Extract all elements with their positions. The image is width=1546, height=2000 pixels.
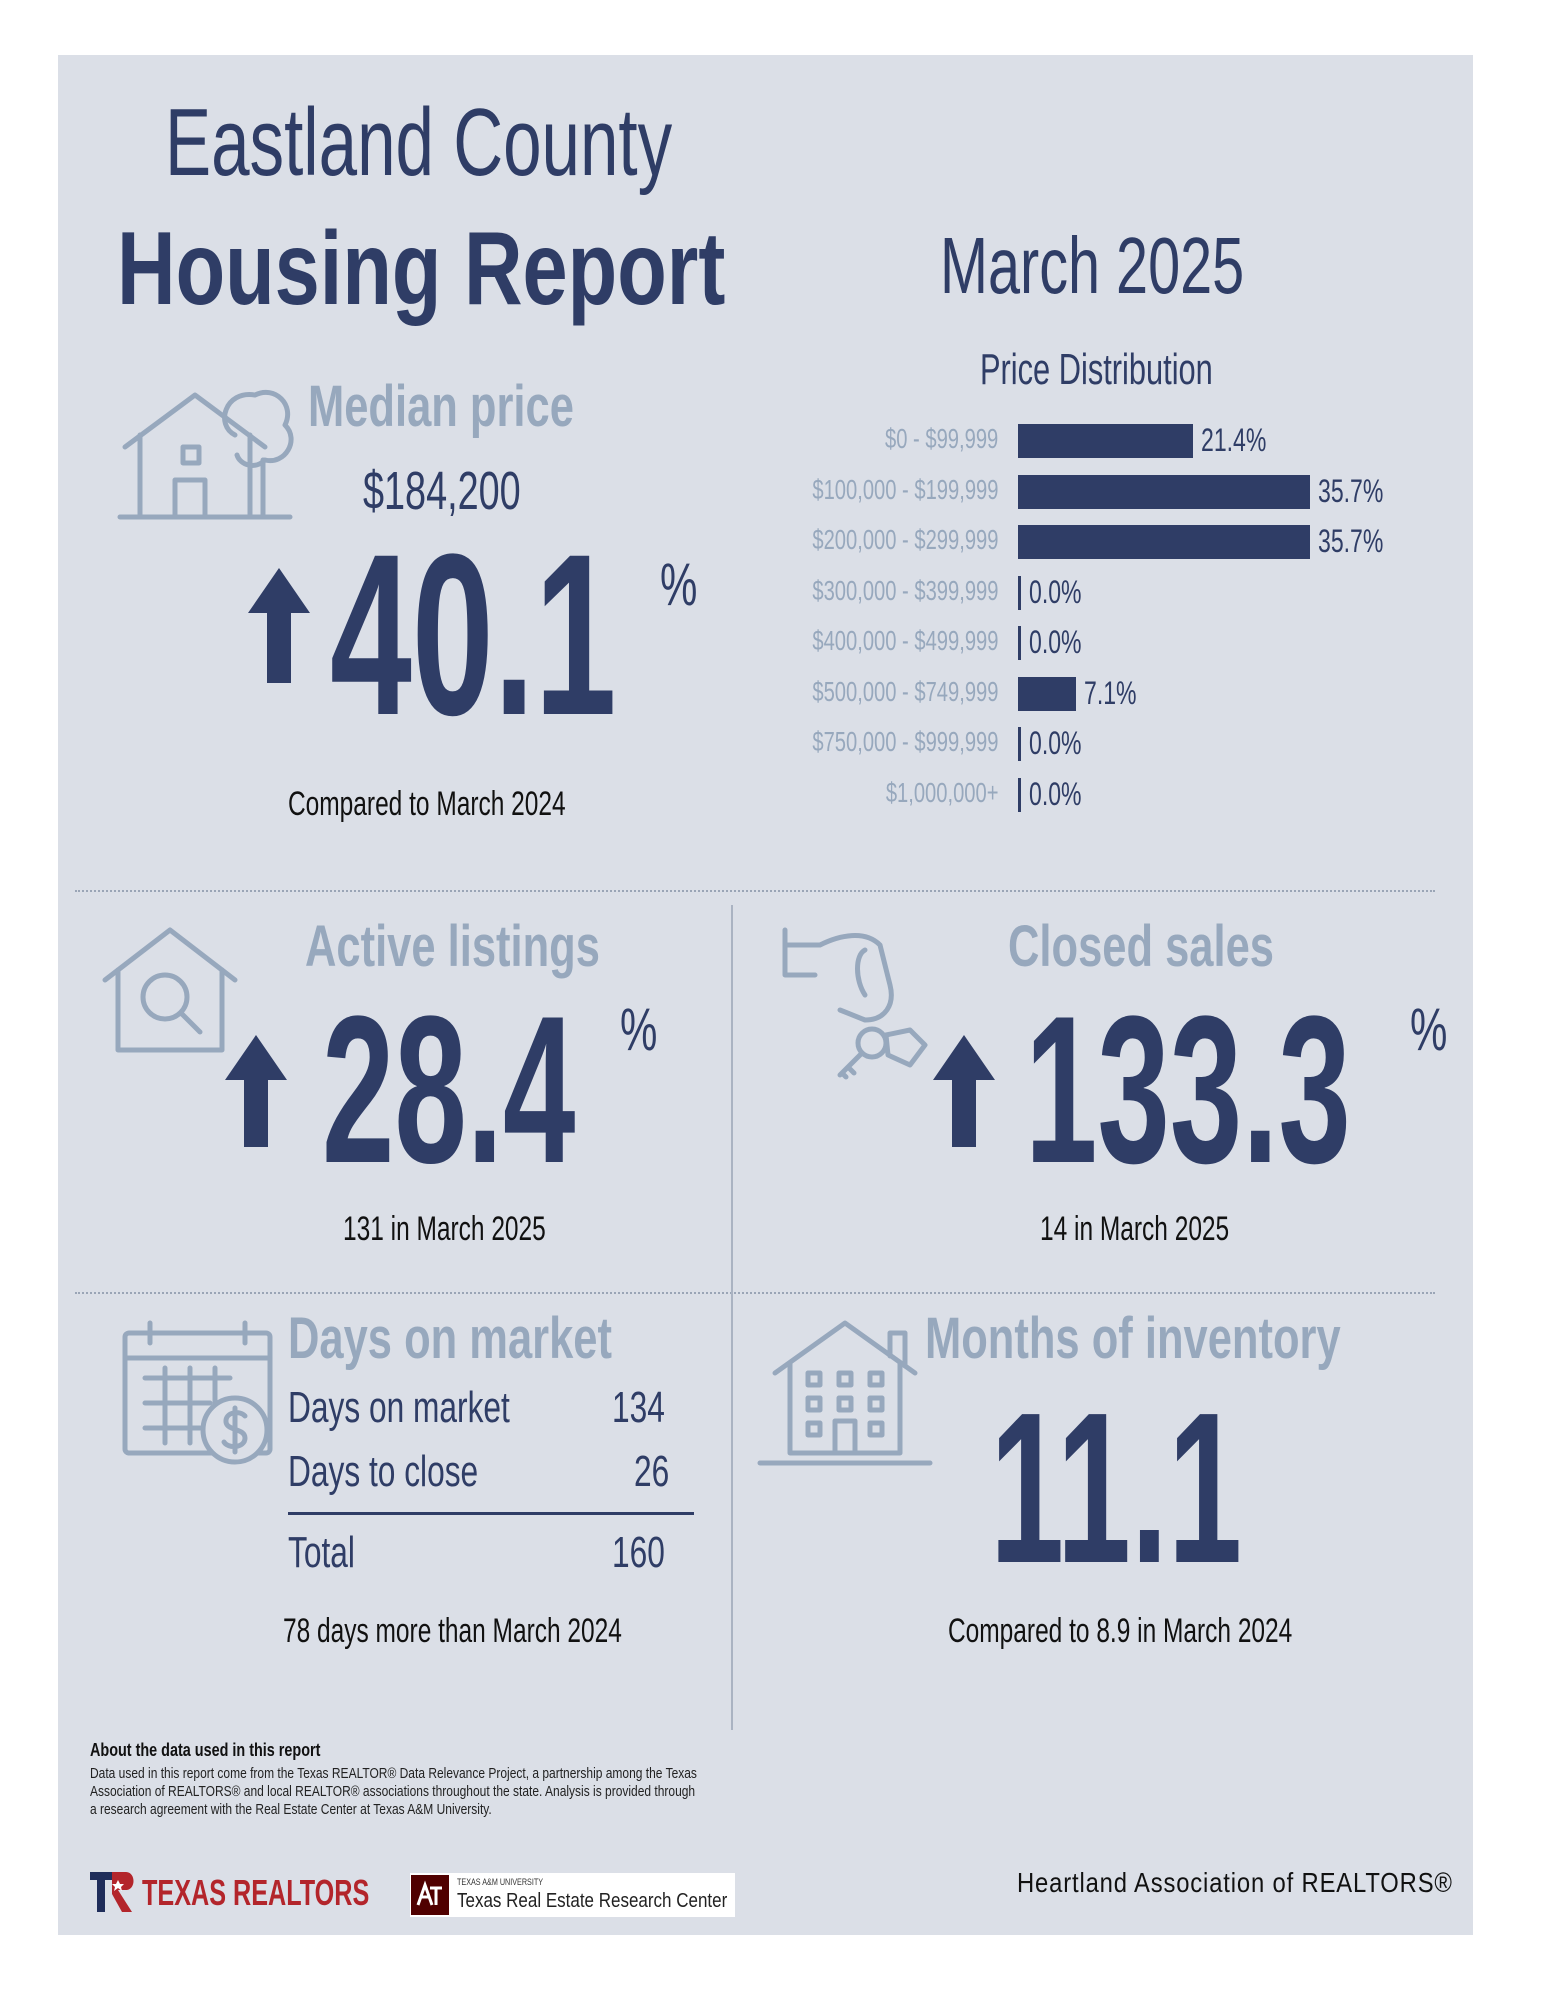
about-heading: About the data used in this report bbox=[90, 1740, 321, 1760]
house-search-icon bbox=[102, 927, 238, 1053]
closed-sales-change: 133.3 bbox=[1025, 972, 1351, 1207]
tamu-small-label: TEXAS A&M UNIVERSITY bbox=[457, 1877, 544, 1887]
median-price-unit: % bbox=[660, 551, 698, 618]
county-title: Eastland County bbox=[165, 89, 673, 196]
total-rule bbox=[288, 1512, 694, 1515]
total-label: Total bbox=[288, 1528, 355, 1577]
closed-sales-title: Closed sales bbox=[1008, 914, 1274, 979]
bar-label: $400,000 - $499,999 bbox=[811, 625, 998, 656]
texas-realtors-logo: TEXAS REALTORS bbox=[142, 1872, 370, 1913]
bar-label: $200,000 - $299,999 bbox=[811, 524, 998, 555]
days-on-market-note: 78 days more than March 2024 bbox=[283, 1612, 622, 1650]
bar-value-label: 7.1% bbox=[1084, 674, 1137, 711]
about-body: Data used in this report come from the T… bbox=[90, 1765, 697, 1818]
median-price-change: 40.1 bbox=[330, 506, 617, 763]
bar-value-label: 0.0% bbox=[1029, 725, 1082, 761]
active-listings-title: Active listings bbox=[305, 914, 600, 979]
closed-sales-unit: % bbox=[1410, 996, 1448, 1063]
days-on-market-label: Days on market bbox=[288, 1383, 510, 1432]
bar bbox=[1018, 474, 1310, 509]
days-on-market-value: 134 bbox=[612, 1383, 665, 1432]
tamu-logo bbox=[410, 1873, 735, 1917]
days-to-close-label: Days to close bbox=[288, 1447, 479, 1496]
active-listings-change: 28.4 bbox=[322, 972, 576, 1207]
bar bbox=[1018, 525, 1310, 559]
bar-value-label: 0.0% bbox=[1029, 624, 1082, 660]
report-month: March 2025 bbox=[940, 221, 1245, 310]
calendar-dollar-icon bbox=[122, 1320, 273, 1465]
divider-vertical bbox=[731, 905, 733, 1730]
price-distribution-title: Price Distribution bbox=[980, 345, 1213, 394]
bar bbox=[1018, 626, 1021, 660]
days-on-market-title: Days on market bbox=[288, 1306, 612, 1371]
bar-value-label: 35.7% bbox=[1318, 472, 1384, 509]
months-inventory-title: Months of inventory bbox=[925, 1306, 1341, 1371]
bar bbox=[1018, 676, 1077, 711]
median-price-value: $184,200 bbox=[363, 461, 521, 521]
bar bbox=[1018, 777, 1021, 812]
bar-value-label: 35.7% bbox=[1318, 523, 1384, 559]
report-panel bbox=[58, 55, 1473, 1935]
building-icon bbox=[757, 1320, 933, 1466]
bar-label: $0 - $99,999 bbox=[884, 423, 998, 454]
divider-middle bbox=[75, 1292, 1435, 1294]
months-inventory-note: Compared to 8.9 in March 2024 bbox=[948, 1612, 1293, 1650]
bar-value-label: 21.4% bbox=[1201, 422, 1267, 458]
median-price-note: Compared to March 2024 bbox=[288, 785, 566, 823]
active-listings-unit: % bbox=[620, 996, 658, 1063]
active-listings-note: 131 in March 2025 bbox=[343, 1210, 546, 1248]
bar-label: $750,000 - $999,999 bbox=[811, 726, 998, 757]
arrow-up-icon bbox=[225, 1035, 287, 1147]
report-title: Housing Report bbox=[117, 211, 726, 327]
texas-realtors-logo-icon bbox=[90, 1872, 134, 1912]
bar-label: $300,000 - $399,999 bbox=[811, 574, 998, 606]
bar-value-label: 0.0% bbox=[1029, 573, 1082, 610]
closed-sales-note: 14 in March 2025 bbox=[1040, 1210, 1230, 1248]
arrow-up-icon bbox=[248, 568, 310, 683]
bar-label: $500,000 - $749,999 bbox=[811, 675, 998, 707]
association-name: Heartland Association of REALTORS® bbox=[1017, 1867, 1453, 1898]
tamu-center-label: Texas Real Estate Research Center bbox=[457, 1890, 728, 1912]
tamu-atm-icon bbox=[416, 1880, 442, 1906]
bar-label: $100,000 - $199,999 bbox=[811, 473, 998, 505]
bar-value-label: 0.0% bbox=[1029, 775, 1082, 812]
divider-top bbox=[75, 890, 1435, 892]
months-inventory-value: 11.1 bbox=[990, 1367, 1243, 1608]
median-price-title: Median price bbox=[308, 374, 574, 439]
total-value: 160 bbox=[612, 1528, 665, 1577]
bar bbox=[1018, 575, 1021, 610]
bar bbox=[1018, 424, 1194, 458]
bar bbox=[1018, 727, 1021, 761]
arrow-up-icon bbox=[933, 1035, 995, 1147]
hand-keys-icon bbox=[782, 927, 928, 1080]
house-tree-icon bbox=[117, 389, 294, 520]
days-to-close-value: 26 bbox=[634, 1447, 670, 1496]
bar-label: $1,000,000+ bbox=[885, 776, 998, 808]
